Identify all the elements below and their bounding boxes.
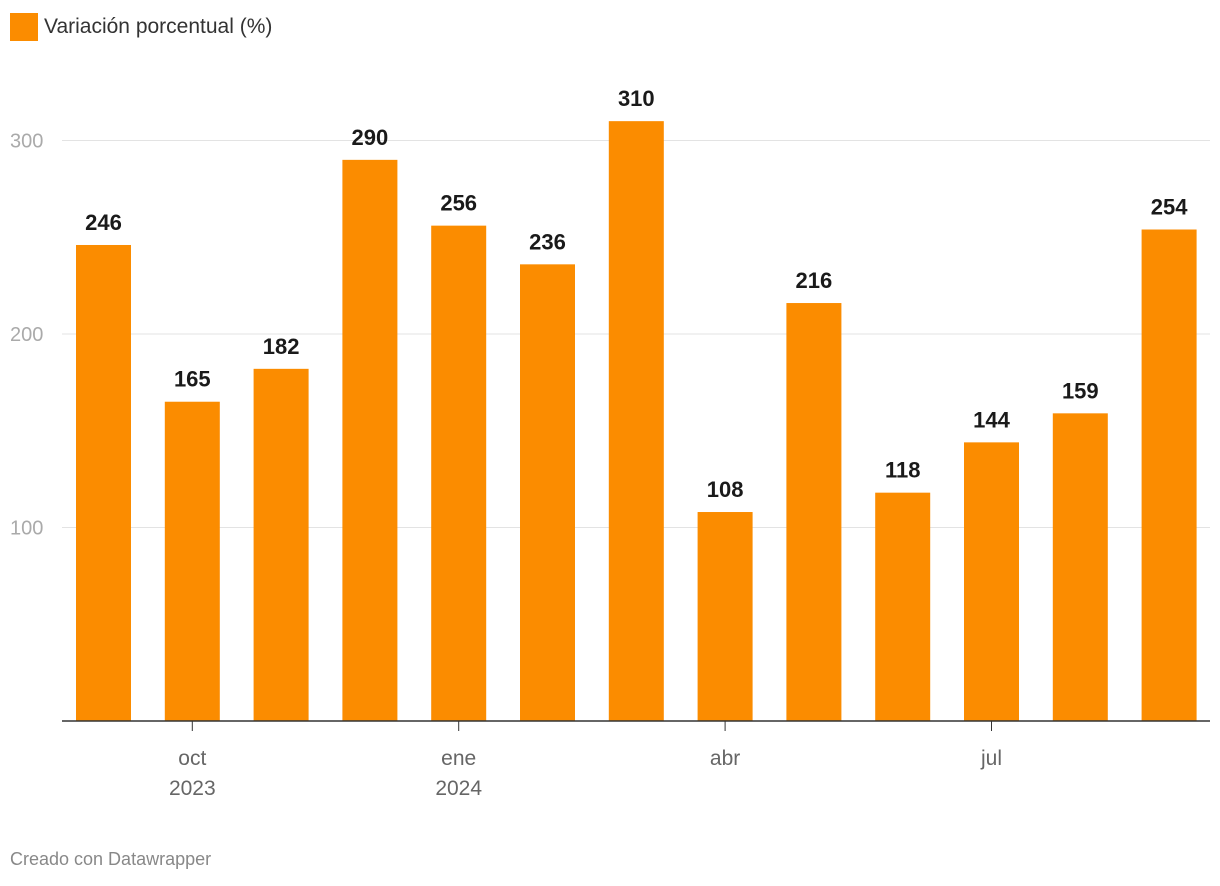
legend-swatch [10,13,38,41]
data-label: 254 [1151,195,1188,220]
data-label: 246 [85,210,122,235]
footer-credit: Creado con Datawrapper [10,849,212,869]
x-tick-label: oct [178,747,206,770]
data-label: 165 [174,367,211,392]
data-label: 216 [796,268,833,293]
bar-layer [76,121,1197,722]
legend: Variación porcentual (%) [10,12,272,42]
bar [253,368,309,721]
x-tick-label: 2024 [435,777,482,800]
x-tick-label: abr [710,747,740,770]
y-tick-label: 300 [10,131,43,153]
bar [431,225,487,721]
label-layer: 246 165 182 290 256 236 310 108 216 118 144 159 254 [85,86,1188,502]
data-label: 182 [263,334,300,359]
axis-layer: oct 2023 ene 2024 abr jul [62,720,1210,800]
data-label: 118 [885,458,921,483]
bar [964,442,1019,721]
data-label: 256 [440,191,477,216]
bar [875,492,931,721]
data-label: 144 [973,407,1010,432]
bar [1052,413,1108,721]
y-tick-label: 100 [10,518,43,540]
bar [520,264,575,721]
bar [786,303,842,721]
x-tick-label: 2023 [169,777,216,800]
bar [76,244,131,722]
data-label: 236 [529,229,566,254]
legend-label: Variación porcentual (%) [44,15,273,38]
bar [608,121,664,721]
bar [164,401,220,721]
data-label: 310 [618,86,655,111]
data-label: 290 [352,125,389,150]
data-label: 108 [707,477,744,502]
bar [697,512,753,721]
y-tick-label: 200 [10,324,43,346]
x-tick-label: ene [441,747,476,770]
x-tick-label: jul [980,747,1002,770]
data-label: 159 [1062,378,1099,403]
bar [342,159,398,722]
bar [1141,229,1197,721]
